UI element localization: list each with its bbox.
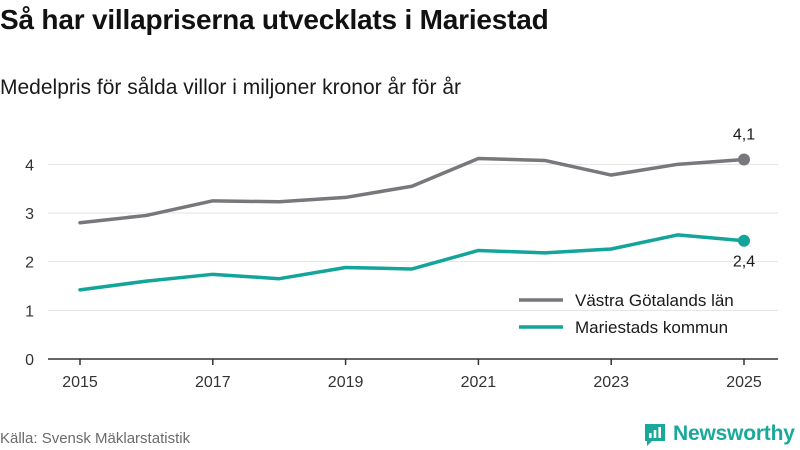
newsworthy-logo-icon	[645, 424, 665, 446]
source-note: Källa: Svensk Mäklarstatistik	[0, 430, 191, 447]
series-line-0	[78, 156, 746, 225]
end-label-1: 2,4	[733, 254, 755, 271]
line-chart: 0 1 2 3 4 2015 2017 2019 2021 2023 2025 4,1 2,4 Västr…	[25, 126, 778, 391]
legend-label-1: Mariestads kommun	[575, 318, 728, 337]
legend-label-0: Västra Götalands län	[575, 291, 734, 310]
y-tick-label-4: 4	[25, 157, 34, 174]
brand-logo: Newsworthy	[643, 421, 795, 447]
y-tick-label-1: 1	[25, 303, 34, 320]
x-tick-label-2025: 2025	[726, 374, 762, 391]
y-tick-label-3: 3	[25, 206, 34, 223]
x-tick-label-2015: 2015	[62, 374, 98, 391]
x-tick-label-2021: 2021	[461, 374, 497, 391]
y-tick-label-2: 2	[25, 255, 34, 272]
x-tick-label-2023: 2023	[593, 374, 629, 391]
series-end-marker-0-2025	[738, 153, 750, 166]
chart-subtitle: Medelpris för sålda villor i miljoner kr…	[0, 76, 461, 99]
y-tick-label-0: 0	[25, 352, 34, 369]
series-line-1	[78, 233, 746, 292]
series-end-marker-1-2025	[738, 234, 750, 247]
chart-title: Så har villapriserna utvecklats i Maries…	[0, 4, 549, 35]
x-tick-label-2019: 2019	[328, 374, 364, 391]
brand-name: Newsworthy	[673, 422, 795, 445]
x-tick-label-2017: 2017	[195, 374, 231, 391]
end-label-0: 4,1	[733, 126, 755, 143]
